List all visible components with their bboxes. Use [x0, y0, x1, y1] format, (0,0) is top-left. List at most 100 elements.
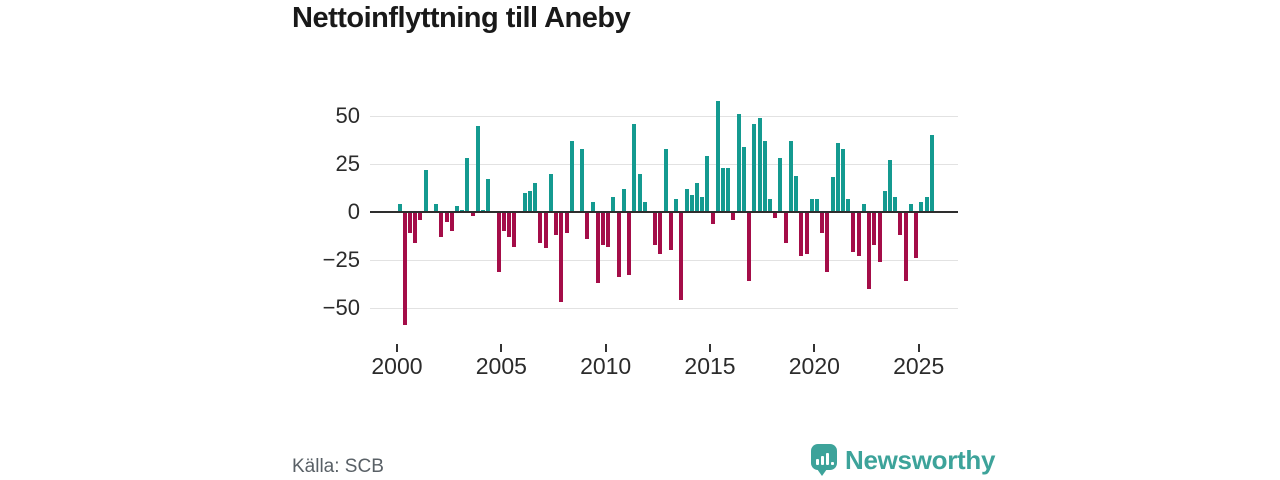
bar: [538, 212, 543, 243]
bar: [408, 212, 413, 234]
bar: [903, 212, 908, 282]
y-axis-tick-label: −50: [322, 295, 360, 320]
bar: [814, 198, 819, 212]
bar: [606, 212, 611, 247]
bar: [569, 140, 574, 212]
bar: [846, 198, 851, 212]
logo-exclamation-dot-icon: [831, 462, 834, 465]
bar: [486, 179, 491, 212]
source-note: Källa: SCB: [292, 456, 384, 477]
bar: [825, 212, 830, 272]
x-axis-tick-label: 2010: [580, 353, 632, 379]
bar: [929, 135, 934, 212]
bar: [804, 212, 809, 255]
bar: [470, 212, 475, 216]
bar: [809, 198, 814, 212]
bar: [434, 204, 439, 212]
bar: [663, 148, 668, 212]
bar: [715, 100, 720, 212]
bar: [710, 212, 715, 224]
bar: [788, 140, 793, 212]
bar: [820, 212, 825, 234]
bar: [413, 212, 418, 243]
bar: [851, 212, 856, 253]
x-axis-tick-label: 2020: [788, 353, 840, 379]
bar: [439, 212, 444, 237]
bar: [621, 188, 626, 212]
x-axis-tick-mark: [709, 344, 711, 352]
x-axis-tick-label: 2015: [684, 353, 736, 379]
y-axis-tick-label: −25: [322, 247, 360, 272]
bar: [747, 212, 752, 282]
gridline: [370, 308, 958, 309]
newsworthy-logo[interactable]: Newsworthy: [811, 444, 995, 478]
chart-title: Nettoinflyttning till Aneby: [292, 2, 631, 34]
bar: [762, 140, 767, 212]
gridline: [370, 260, 958, 261]
y-axis-tick-label: 0: [347, 199, 360, 224]
speech-bubble-shape: [811, 444, 837, 470]
logo-chart-bar-icon: [816, 459, 819, 465]
bar: [595, 212, 600, 284]
bar: [632, 123, 637, 212]
bar: [887, 160, 892, 212]
bar: [559, 212, 564, 303]
x-axis-tick-mark: [917, 344, 920, 352]
bar: [418, 212, 423, 220]
x-axis-tick-mark: [813, 344, 816, 352]
bar: [637, 173, 642, 212]
bar: [914, 212, 919, 259]
bar: [642, 202, 647, 212]
bar: [580, 148, 585, 212]
bar: [590, 202, 595, 212]
bar: [700, 196, 705, 212]
newsworthy-wordmark: Newsworthy: [845, 445, 996, 475]
bar: [705, 156, 710, 212]
bar: [684, 188, 689, 212]
bar: [554, 212, 559, 236]
bar: [861, 204, 866, 212]
bar: [397, 204, 402, 212]
bar: [501, 212, 506, 232]
bar: [543, 212, 548, 249]
bar: [423, 169, 428, 212]
bar: [658, 212, 663, 255]
x-axis-tick-mark: [395, 344, 398, 352]
bar: [721, 167, 726, 212]
y-axis-tick-label: 25: [335, 151, 360, 176]
bar: [731, 212, 736, 220]
bar: [908, 204, 913, 212]
bar: [757, 117, 762, 212]
bar: [616, 212, 621, 278]
bar: [507, 212, 512, 237]
bar: [835, 142, 840, 212]
bar: [402, 212, 407, 326]
bar: [841, 148, 846, 212]
bar: [564, 212, 569, 234]
bar: [736, 114, 741, 212]
x-axis-tick-label: 2000: [371, 353, 423, 379]
bar: [522, 192, 527, 212]
bar: [601, 212, 606, 245]
bar: [454, 206, 459, 212]
bar: [512, 212, 517, 247]
gridline: [370, 116, 958, 117]
bar: [830, 177, 835, 212]
bar: [778, 158, 783, 212]
bar: [867, 212, 872, 289]
bar: [548, 173, 553, 212]
x-axis-tick-mark: [604, 344, 607, 352]
bar: [585, 212, 590, 239]
bar: [872, 212, 877, 245]
x-axis-tick-mark: [500, 344, 503, 352]
bar: [773, 212, 778, 218]
bar: [627, 212, 632, 276]
bar: [768, 198, 772, 212]
bar: [752, 123, 757, 212]
bar: [674, 198, 679, 212]
bar: [496, 212, 501, 272]
bar: [611, 196, 616, 212]
bar: [668, 212, 673, 251]
y-axis-tick-label: 50: [335, 103, 360, 128]
